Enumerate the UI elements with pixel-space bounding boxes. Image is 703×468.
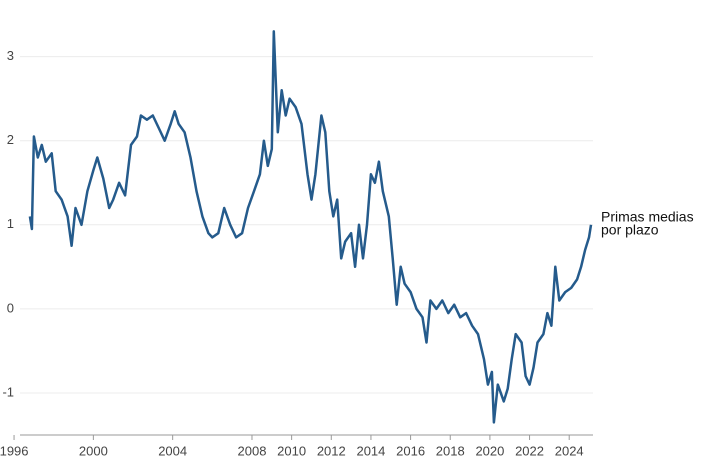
x-tick-label: 2016 (396, 443, 425, 458)
line (28, 30, 593, 424)
x-tick-label: 2004 (158, 443, 187, 458)
x-tick-label: 2024 (555, 443, 584, 458)
x-tick-label: 2022 (515, 443, 544, 458)
x-tick-label: 2000 (79, 443, 108, 458)
x-tick-label: 1996 (0, 443, 29, 458)
x-tick-label: 2010 (277, 443, 306, 458)
series-label-line-2: por plazo (601, 222, 659, 238)
y-tick-label: 0 (7, 300, 14, 315)
x-tick-label: 2014 (356, 443, 385, 458)
x-tick-label: 2012 (317, 443, 346, 458)
y-tick-label: 3 (7, 48, 14, 63)
x-tick-label: 2018 (436, 443, 465, 458)
x-tick-label: 2020 (475, 443, 504, 458)
y-tick-label: -1 (2, 384, 14, 399)
y-tick-label: 2 (7, 132, 14, 147)
series-label-line-1: Primas medias (601, 209, 694, 225)
x-tick-label: 2008 (238, 443, 267, 458)
y-tick-label: 1 (7, 216, 14, 231)
